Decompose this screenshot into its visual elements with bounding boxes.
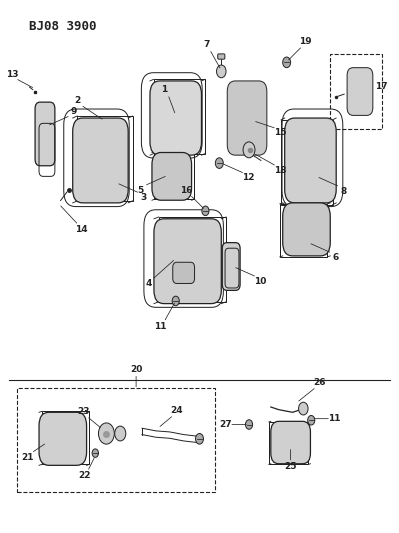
- Text: BJ08 3900: BJ08 3900: [29, 20, 97, 33]
- Circle shape: [217, 65, 226, 78]
- Circle shape: [196, 433, 203, 444]
- Text: 2: 2: [74, 96, 81, 105]
- Text: 11: 11: [154, 322, 167, 331]
- Text: 12: 12: [242, 173, 255, 182]
- Circle shape: [172, 296, 179, 306]
- Text: 23: 23: [77, 407, 90, 416]
- Text: 21: 21: [22, 453, 34, 462]
- Text: 15: 15: [274, 128, 286, 138]
- Text: 27: 27: [220, 420, 232, 429]
- Circle shape: [202, 206, 209, 216]
- Text: 25: 25: [284, 463, 297, 471]
- FancyBboxPatch shape: [347, 68, 373, 115]
- FancyBboxPatch shape: [222, 243, 240, 290]
- Text: 26: 26: [313, 378, 326, 387]
- FancyBboxPatch shape: [152, 152, 192, 200]
- Text: 3: 3: [140, 193, 146, 202]
- Circle shape: [298, 402, 308, 415]
- Circle shape: [99, 423, 114, 444]
- FancyBboxPatch shape: [218, 54, 225, 59]
- FancyBboxPatch shape: [35, 102, 55, 166]
- Text: 1: 1: [162, 85, 168, 94]
- Text: 9: 9: [71, 107, 77, 116]
- Text: 13: 13: [6, 69, 18, 78]
- Text: 11: 11: [328, 414, 340, 423]
- Text: 7: 7: [203, 41, 209, 50]
- Text: 14: 14: [75, 225, 88, 234]
- FancyBboxPatch shape: [283, 203, 330, 256]
- Circle shape: [245, 419, 253, 429]
- Text: 16: 16: [180, 185, 193, 195]
- Circle shape: [308, 416, 315, 425]
- FancyBboxPatch shape: [173, 262, 195, 284]
- Text: 20: 20: [130, 365, 142, 374]
- FancyBboxPatch shape: [285, 118, 336, 203]
- Text: 8: 8: [340, 187, 346, 196]
- Text: 17: 17: [375, 82, 388, 91]
- Text: 24: 24: [171, 406, 183, 415]
- Text: 10: 10: [254, 277, 266, 286]
- Circle shape: [115, 426, 126, 441]
- FancyBboxPatch shape: [227, 81, 267, 155]
- Text: 22: 22: [78, 471, 91, 480]
- Text: 5: 5: [138, 185, 144, 195]
- Circle shape: [283, 57, 290, 68]
- Text: 18: 18: [274, 166, 286, 175]
- Text: 4: 4: [146, 279, 152, 288]
- Circle shape: [243, 142, 255, 158]
- Text: 19: 19: [299, 37, 312, 46]
- FancyBboxPatch shape: [154, 219, 221, 304]
- FancyBboxPatch shape: [73, 118, 128, 203]
- FancyBboxPatch shape: [150, 81, 201, 155]
- FancyBboxPatch shape: [39, 413, 87, 465]
- FancyBboxPatch shape: [271, 421, 310, 464]
- Text: 6: 6: [332, 253, 338, 262]
- Circle shape: [215, 158, 223, 168]
- Circle shape: [92, 449, 99, 457]
